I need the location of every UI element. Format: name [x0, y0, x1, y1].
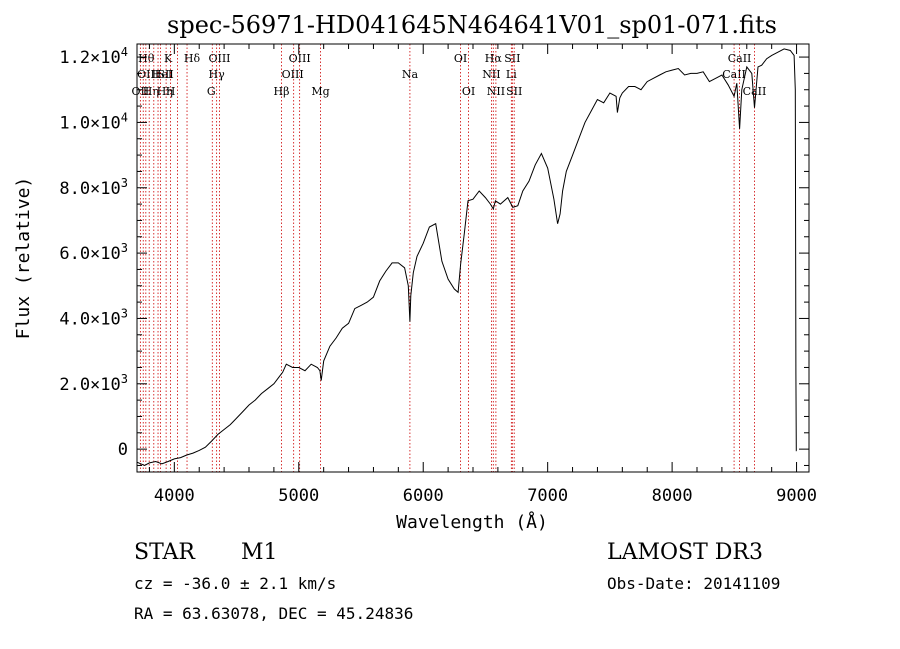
y-tick-label: 2.0×103	[59, 372, 128, 395]
spectral-line-label: Na	[402, 68, 419, 81]
spectral-line-label: CaII	[728, 52, 752, 65]
spectral-line-label: G	[207, 85, 216, 98]
spectral-line-label: OIII	[137, 68, 159, 81]
spectral-line-label: Hα	[485, 52, 503, 65]
y-tick-label: 6.0×103	[59, 241, 128, 264]
spectral-line-label: K	[164, 52, 173, 65]
spectral-line-label: SII	[504, 52, 520, 65]
object-subclass: M1	[241, 540, 278, 565]
x-tick-label: 6000	[403, 486, 444, 506]
y-axis-label: Flux (relative)	[13, 177, 34, 340]
y-tick-label: 0	[118, 440, 128, 460]
x-tick-label: 8000	[652, 486, 693, 506]
spectral-line-label: Hβ	[274, 85, 290, 98]
spectral-line-label: Hη	[157, 85, 173, 98]
spectral-line-label: OI	[462, 85, 475, 98]
spectral-line-label: OI	[454, 52, 467, 65]
spectral-line-label: HeI	[152, 68, 172, 81]
spectral-line-label: Hδ	[184, 52, 201, 65]
spectrum-line	[136, 48, 797, 467]
y-tick-label: 4.0×103	[59, 306, 128, 329]
spectral-line-label: H	[166, 85, 176, 98]
spectral-line-markers: OII Hθ Hη OIII Hη HeI K H SII Hδ Hγ G OIII Hβ OIII OIII…	[132, 44, 767, 472]
y-tick-label: 1.2×104	[59, 45, 128, 68]
y-axis: 0 2.0×103 4.0×103 6.0×103 8.0×103 1.0×104 1.2×…	[59, 45, 809, 466]
spectral-line-label: SII	[157, 68, 173, 81]
spectral-line-label: CaII	[743, 85, 767, 98]
spectral-line-label: Hη	[143, 85, 159, 98]
redshift-cz: cz = -36.0 ± 2.1 km/s	[134, 574, 337, 593]
spectral-line-label: CaII	[722, 68, 746, 81]
spectral-line-label: OIII	[208, 52, 230, 65]
x-axis-label: Wavelength (Å)	[396, 511, 548, 533]
x-tick-label: 5000	[278, 486, 319, 506]
observation-date: Obs-Date: 20141109	[607, 574, 781, 593]
spectral-line-label: Li	[506, 68, 517, 81]
x-tick-label: 4000	[154, 486, 195, 506]
spectral-line-label: OII	[132, 85, 150, 98]
x-axis: 4000 5000 6000 7000 8000 9000	[148, 44, 817, 506]
object-class: STAR	[134, 540, 195, 565]
y-tick-label: 8.0×103	[59, 176, 128, 199]
spectral-line-label: OIII	[282, 68, 304, 81]
spectral-line-label: NII	[482, 68, 500, 81]
spectral-line-label: Mg	[311, 85, 329, 98]
chart-title: spec-56971-HD041645N464641V01_sp01-071.f…	[167, 11, 777, 39]
ra-dec-coordinates: RA = 63.63078, DEC = 45.24836	[134, 604, 414, 623]
spectral-line-label: NII	[487, 85, 505, 98]
spectral-line-label: Hγ	[209, 68, 226, 81]
spectral-line-label: OIII	[289, 52, 311, 65]
spectral-line-label: Hθ	[138, 52, 155, 65]
x-tick-label: 7000	[527, 486, 568, 506]
plot-frame	[136, 43, 810, 473]
spectral-line-label: SII	[506, 85, 522, 98]
x-tick-label: 9000	[776, 486, 817, 506]
y-tick-label: 1.0×104	[59, 110, 128, 133]
survey-name: LAMOST DR3	[607, 540, 763, 565]
